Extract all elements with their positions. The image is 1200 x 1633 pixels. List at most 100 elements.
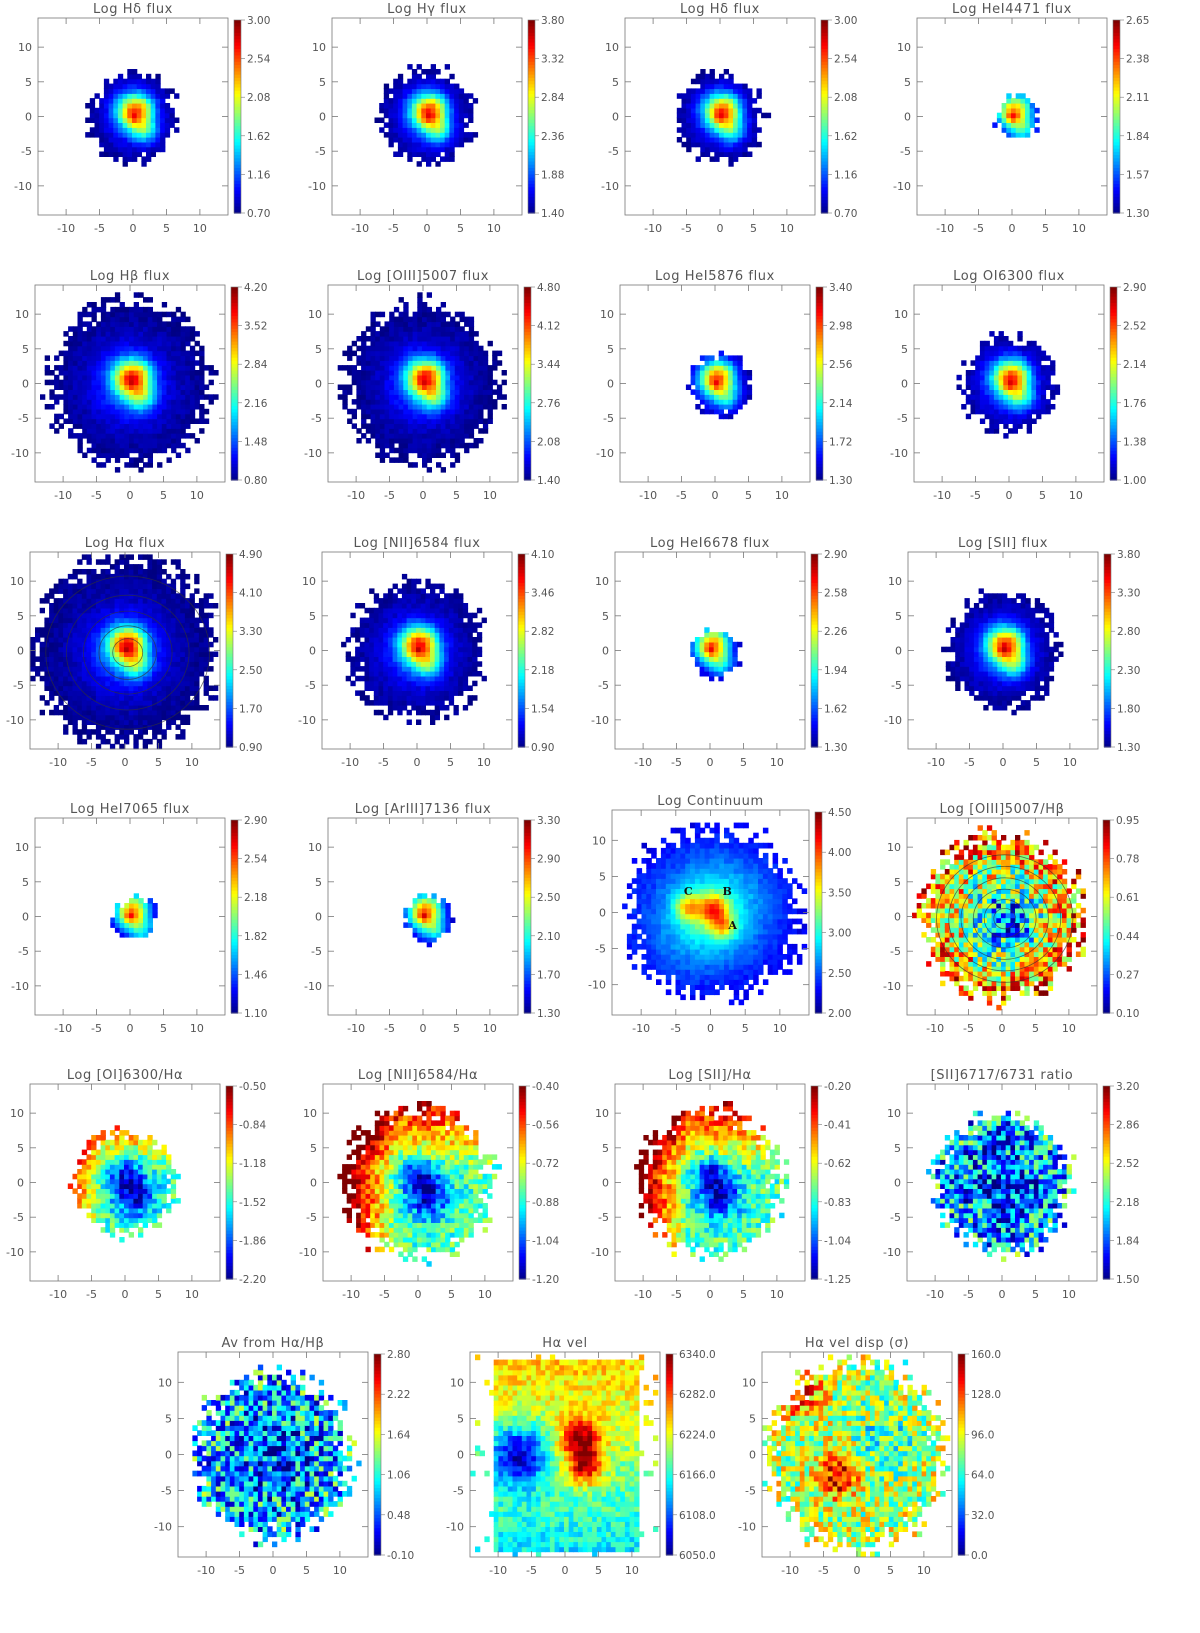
colorbar-segment	[1113, 20, 1120, 24]
map-pixel	[100, 671, 106, 677]
map-pixel	[435, 161, 441, 167]
colorbar-segment	[234, 126, 241, 130]
map-pixel	[728, 112, 734, 119]
colorbar-segment	[524, 328, 531, 333]
map-pixel	[150, 78, 156, 85]
map-pixel	[436, 462, 442, 468]
map-pixel	[704, 399, 710, 405]
map-pixel	[39, 709, 45, 716]
map-pixel	[737, 83, 743, 90]
map-pixel	[175, 384, 182, 390]
map-pixel	[449, 141, 455, 148]
map-pixel	[72, 384, 79, 390]
map-pixel	[114, 734, 120, 740]
map-pixel	[184, 675, 191, 682]
map-pixel	[100, 700, 106, 706]
map-pixel	[105, 666, 111, 672]
map-pixel	[119, 399, 125, 405]
map-pixel	[96, 447, 102, 454]
map-pixel	[473, 404, 479, 410]
map-pixel	[1008, 345, 1014, 352]
map-pixel	[747, 112, 753, 119]
map-pixel	[1003, 365, 1009, 371]
map-pixel	[114, 632, 120, 638]
map-pixel	[431, 408, 437, 415]
colorbar-label: 2.84	[244, 359, 268, 371]
colorbar-segment	[1113, 36, 1120, 40]
map-pixel	[180, 714, 186, 721]
map-pixel	[175, 340, 182, 347]
map-pixel	[732, 374, 738, 381]
map-pixel	[199, 370, 205, 376]
map-pixel	[389, 350, 395, 357]
map-pixel	[100, 452, 107, 458]
map-pixel	[68, 379, 74, 386]
map-pixel	[189, 666, 195, 672]
map-pixel	[468, 428, 475, 434]
map-pixel	[175, 607, 181, 614]
map-pixel	[412, 399, 418, 405]
map-pixel	[156, 666, 163, 672]
map-pixel	[129, 355, 135, 361]
colorbar-segment	[821, 164, 828, 169]
map-pixel	[53, 705, 59, 711]
map-pixel	[449, 93, 455, 99]
map-pixel	[1036, 345, 1042, 352]
map-pixel	[686, 117, 692, 123]
map-pixel	[704, 132, 711, 138]
map-pixel	[175, 355, 182, 361]
map-pixel	[124, 646, 130, 653]
map-pixel	[63, 394, 69, 400]
colorbar-segment	[524, 476, 531, 481]
map-pixel	[375, 389, 381, 395]
map-pixel	[463, 98, 469, 104]
map-pixel	[422, 374, 428, 381]
map-pixel	[732, 384, 738, 390]
map-pixel	[114, 442, 121, 449]
map-pixel	[86, 569, 92, 575]
map-pixel	[389, 447, 395, 454]
map-pixel	[161, 593, 167, 599]
map-pixel	[998, 404, 1004, 410]
colorbar-segment	[816, 425, 823, 430]
map-pixel	[203, 394, 210, 400]
map-pixel	[119, 588, 125, 594]
map-pixel	[449, 156, 455, 162]
map-pixel	[690, 137, 697, 143]
map-pixel	[704, 379, 710, 386]
map-pixel	[113, 88, 119, 94]
map-pixel	[108, 132, 114, 138]
map-pixel	[105, 622, 111, 628]
map-pixel	[450, 452, 456, 458]
map-pixel	[1020, 98, 1026, 104]
map-pixel	[152, 612, 158, 619]
map-pixel	[171, 389, 177, 395]
map-pixel	[989, 379, 995, 386]
colorbar-segment	[1110, 357, 1117, 362]
map-pixel	[136, 137, 142, 143]
map-pixel	[81, 583, 88, 590]
map-pixel	[143, 350, 149, 357]
map-pixel	[100, 612, 106, 619]
map-pixel	[72, 617, 78, 624]
map-pixel	[422, 413, 428, 420]
map-pixel	[124, 598, 130, 604]
map-pixel	[389, 360, 395, 366]
map-pixel	[147, 700, 153, 706]
map-pixel	[180, 685, 186, 691]
map-pixel	[81, 666, 88, 672]
map-pixel	[426, 350, 432, 357]
map-pixel	[403, 399, 409, 405]
map-pixel	[389, 374, 395, 381]
colorbar-segment	[821, 184, 828, 188]
colorbar-segment	[234, 155, 241, 159]
map-pixel	[138, 331, 144, 337]
map-pixel	[421, 137, 427, 143]
map-pixel	[454, 122, 460, 128]
colorbar-segment	[234, 61, 241, 66]
map-pixel	[189, 651, 195, 657]
map-pixel	[147, 336, 153, 342]
map-pixel	[117, 141, 124, 148]
map-pixel	[388, 137, 394, 143]
map-pixel	[468, 399, 475, 405]
